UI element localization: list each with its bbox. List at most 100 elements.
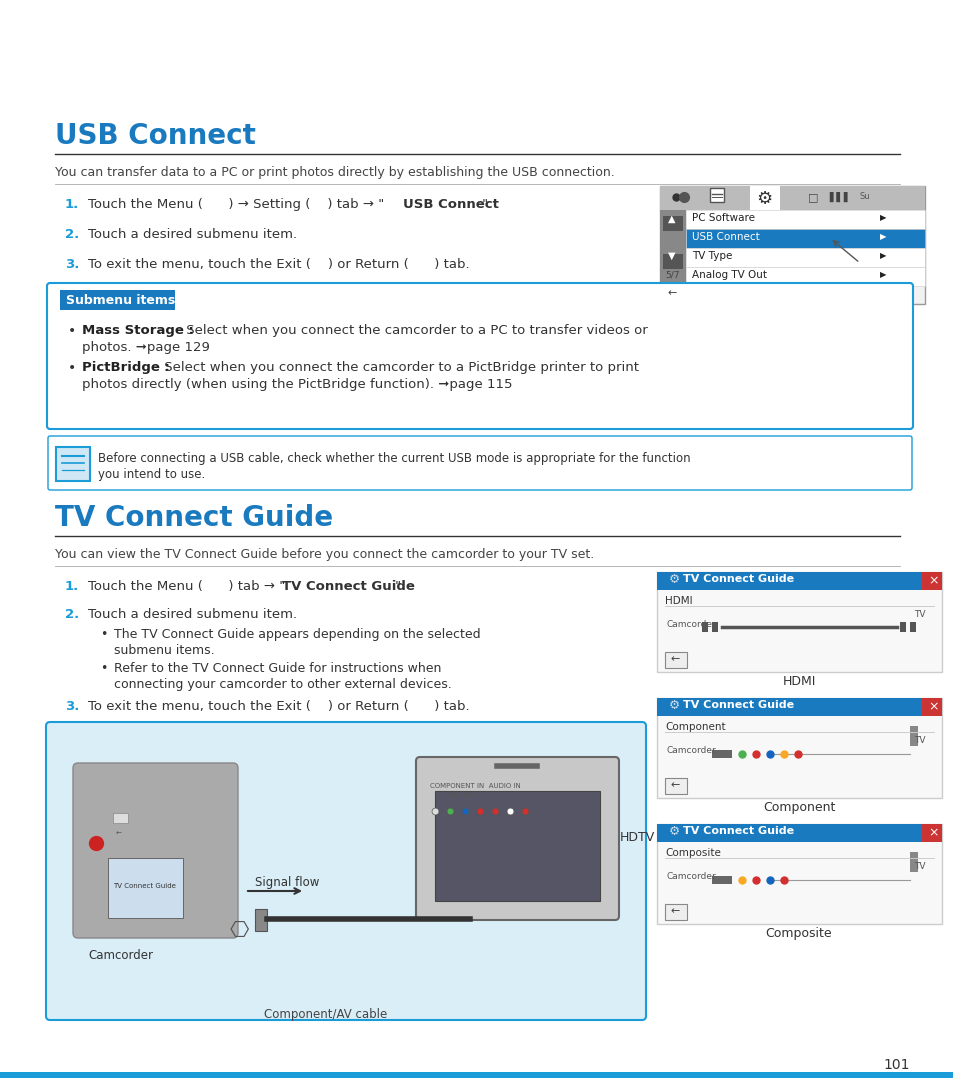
Text: Composite: Composite — [765, 927, 831, 940]
Bar — [60, 290, 174, 310]
Bar — [701, 622, 707, 632]
Text: The TV Connect Guide appears depending on the selected: The TV Connect Guide appears depending o… — [113, 628, 480, 642]
Bar — [254, 909, 267, 931]
Bar — [685, 248, 924, 267]
Bar — [0, 1072, 953, 1078]
Bar — [659, 185, 924, 304]
Text: .": ." — [392, 580, 402, 594]
Text: 5/7: 5/7 — [664, 269, 679, 279]
Text: TV Connect Guide: TV Connect Guide — [282, 580, 415, 594]
Text: HDMI: HDMI — [781, 675, 815, 688]
FancyBboxPatch shape — [48, 436, 911, 490]
Text: Composite: Composite — [664, 848, 720, 858]
Text: ▶: ▶ — [879, 269, 885, 279]
Text: TV Type: TV Type — [691, 251, 732, 261]
Bar — [921, 824, 941, 842]
Text: Component/AV cable: Component/AV cable — [264, 1008, 387, 1021]
Bar — [749, 185, 780, 209]
Text: TV: TV — [913, 610, 924, 619]
Text: TV Connect Guide: TV Connect Guide — [682, 826, 793, 836]
Text: ←: ← — [670, 654, 679, 664]
Bar — [662, 286, 682, 302]
Text: HDTV: HDTV — [619, 831, 655, 844]
Text: Camcorder: Camcorder — [666, 746, 716, 755]
Text: ⎔: ⎔ — [230, 921, 249, 942]
Bar — [711, 750, 731, 758]
Text: Camcorder: Camcorder — [666, 620, 716, 630]
Text: 1.: 1. — [65, 197, 79, 211]
Text: Y    Pb    Pb    L    R: Y Pb Pb L R — [437, 793, 497, 798]
FancyBboxPatch shape — [416, 757, 618, 920]
Text: ▲: ▲ — [667, 214, 675, 224]
Bar — [657, 698, 941, 798]
Text: You can view the TV Connect Guide before you connect the camcorder to your TV se: You can view the TV Connect Guide before… — [55, 548, 594, 561]
Bar — [685, 229, 924, 248]
Bar — [657, 824, 941, 842]
FancyBboxPatch shape — [46, 722, 645, 1020]
Text: ←: ← — [670, 906, 679, 916]
Text: ▐▐▐: ▐▐▐ — [824, 192, 846, 202]
Text: Touch a desired submenu item.: Touch a desired submenu item. — [88, 228, 296, 241]
Text: Camcorder: Camcorder — [88, 949, 152, 962]
Text: ▶: ▶ — [879, 213, 885, 221]
Bar — [711, 622, 718, 632]
Text: ←: ← — [116, 831, 122, 837]
Text: Touch the Menu (      ) → Setting (    ) tab → ": Touch the Menu ( ) → Setting ( ) tab → " — [88, 197, 384, 211]
Bar — [909, 852, 917, 872]
Text: USB Connect: USB Connect — [691, 232, 759, 242]
Text: ←: ← — [670, 780, 679, 790]
Text: Touch the Menu (      ) tab → ": Touch the Menu ( ) tab → " — [88, 580, 285, 594]
Text: Camcorder: Camcorder — [666, 872, 716, 882]
Text: •: • — [100, 628, 108, 642]
Text: •: • — [68, 361, 76, 375]
Bar — [909, 622, 915, 632]
Text: Submenu items: Submenu items — [66, 293, 175, 307]
Text: ×: × — [927, 826, 938, 839]
Text: 2.: 2. — [65, 608, 79, 621]
Bar — [108, 858, 183, 918]
Bar — [659, 185, 924, 209]
Text: ⚙: ⚙ — [668, 699, 679, 712]
Text: TV Connect Guide: TV Connect Guide — [682, 574, 793, 584]
Text: TV: TV — [913, 736, 924, 745]
Text: PictBridge :: PictBridge : — [82, 361, 170, 374]
Text: To exit the menu, touch the Exit (    ) or Return (      ) tab.: To exit the menu, touch the Exit ( ) or … — [88, 257, 469, 271]
Text: Mass Storage :: Mass Storage : — [82, 324, 193, 337]
Text: Component: Component — [762, 801, 834, 814]
Text: you intend to use.: you intend to use. — [98, 468, 205, 481]
Text: ←: ← — [667, 288, 677, 298]
Text: 1.: 1. — [65, 580, 79, 594]
Bar — [685, 267, 924, 286]
Text: photos directly (when using the PictBridge function). ➞page 115: photos directly (when using the PictBrid… — [82, 377, 512, 391]
Bar — [685, 209, 924, 229]
Bar — [657, 572, 941, 672]
Text: Before connecting a USB cable, check whether the current USB mode is appropriate: Before connecting a USB cable, check whe… — [98, 452, 690, 465]
Text: TV Connect Guide: TV Connect Guide — [112, 883, 175, 889]
Bar — [657, 698, 941, 716]
Text: 3.: 3. — [65, 700, 79, 714]
Text: •: • — [100, 662, 108, 675]
Text: ×: × — [927, 700, 938, 714]
Bar — [709, 188, 723, 202]
Text: ▶: ▶ — [879, 251, 885, 260]
Text: 101: 101 — [882, 1058, 909, 1072]
Text: ▶: ▶ — [879, 232, 885, 241]
Bar — [657, 572, 941, 590]
Text: Analog TV Out: Analog TV Out — [691, 269, 766, 280]
Text: To exit the menu, touch the Exit (    ) or Return (      ) tab.: To exit the menu, touch the Exit ( ) or … — [88, 700, 469, 714]
Text: ▼: ▼ — [667, 251, 675, 261]
Text: connecting your camcorder to other external devices.: connecting your camcorder to other exter… — [113, 678, 452, 691]
Text: photos. ➞page 129: photos. ➞page 129 — [82, 341, 210, 353]
Text: ×: × — [927, 574, 938, 587]
Text: Signal flow: Signal flow — [254, 876, 319, 889]
Bar — [921, 572, 941, 590]
Bar — [659, 209, 685, 286]
Text: You can transfer data to a PC or print photos directly by establishing the USB c: You can transfer data to a PC or print p… — [55, 166, 614, 179]
Text: 3.: 3. — [65, 257, 79, 271]
Text: USB Connect: USB Connect — [55, 122, 255, 149]
Text: Refer to the TV Connect Guide for instructions when: Refer to the TV Connect Guide for instru… — [113, 662, 441, 675]
Text: ⚙: ⚙ — [755, 190, 771, 208]
Text: HDMI: HDMI — [664, 596, 692, 606]
Text: TV: TV — [913, 862, 924, 871]
Text: Component: Component — [664, 722, 725, 732]
